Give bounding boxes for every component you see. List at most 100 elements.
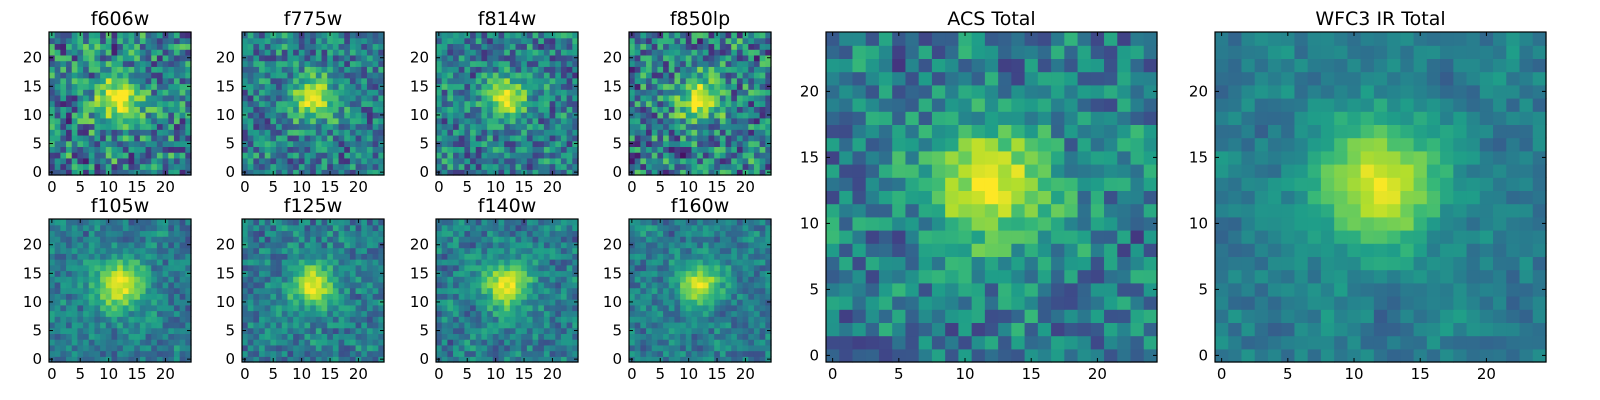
heatmap-cell <box>481 140 488 147</box>
heatmap-cell <box>338 72 345 79</box>
heatmap-cell <box>338 157 345 165</box>
heatmap-cell <box>315 241 323 249</box>
heatmap-cell <box>310 66 317 73</box>
heatmap-cell <box>748 106 755 113</box>
heatmap-cell <box>731 37 738 45</box>
heatmap-cell <box>560 219 568 226</box>
heatmap-cell <box>122 77 130 85</box>
heatmap-cell <box>366 43 374 50</box>
heatmap-cell <box>372 43 379 50</box>
heatmap-cell <box>259 316 266 323</box>
heatmap-cell <box>327 60 334 67</box>
heatmap-cell <box>287 134 294 142</box>
heatmap-cell <box>651 129 658 136</box>
heatmap-cell <box>498 350 505 357</box>
heatmap-cell <box>310 77 317 85</box>
heatmap-cell <box>310 134 317 142</box>
heatmap-cell <box>753 140 761 147</box>
heatmap-cell <box>731 299 738 306</box>
heatmap-cell <box>247 350 254 357</box>
heatmap-cell <box>60 43 67 50</box>
heatmap-cell <box>629 321 636 329</box>
heatmap-cell <box>441 259 448 266</box>
heatmap-cell <box>293 32 300 39</box>
heatmap-cell <box>179 327 186 334</box>
heatmap-cell <box>532 219 539 226</box>
heatmap-cell <box>117 339 124 346</box>
heatmap-cell <box>719 94 727 102</box>
heatmap-cell <box>105 112 113 119</box>
heatmap-cell <box>264 54 271 62</box>
heatmap-cell <box>498 264 505 272</box>
heatmap-cell <box>321 163 328 170</box>
heatmap-cell <box>549 54 556 62</box>
heatmap-cell <box>470 77 477 85</box>
heatmap-cell <box>498 339 505 346</box>
heatmap-cell <box>532 54 539 62</box>
heatmap-cell <box>492 89 500 96</box>
heatmap-cell <box>332 100 340 107</box>
heatmap-cell <box>470 100 477 107</box>
heatmap-cell <box>332 350 340 357</box>
heatmap-cell <box>702 169 710 176</box>
heatmap-cell <box>736 117 744 125</box>
heatmap-cell <box>441 264 448 272</box>
heatmap-cell <box>378 276 385 283</box>
heatmap-cell <box>498 117 505 125</box>
heatmap-cell <box>128 123 135 130</box>
heatmap-cell <box>719 270 727 277</box>
heatmap-cell <box>759 299 766 306</box>
heatmap-cell <box>549 140 556 147</box>
heatmap-cell <box>663 83 670 90</box>
heatmap-cell <box>100 333 107 340</box>
heatmap-cell <box>151 134 158 142</box>
heatmap-cell <box>753 66 761 73</box>
heatmap-cell <box>504 152 511 159</box>
heatmap-cell <box>349 219 357 226</box>
heatmap-cell <box>173 219 181 226</box>
heatmap-cell <box>509 270 517 277</box>
heatmap-cell <box>680 310 687 317</box>
heatmap-cell <box>332 333 340 340</box>
heatmap-cell <box>94 287 101 294</box>
heatmap-cell <box>447 304 454 312</box>
heatmap-cell <box>173 106 181 113</box>
heatmap-cell <box>487 77 494 85</box>
heatmap-cell <box>549 344 556 352</box>
heatmap-cell <box>151 327 158 334</box>
heatmap-cell <box>366 219 374 226</box>
heatmap-cell <box>156 100 164 107</box>
heatmap-cell <box>185 106 192 113</box>
heatmap-cell <box>94 106 101 113</box>
heatmap-cell <box>378 152 385 159</box>
heatmap-cell <box>332 54 340 62</box>
heatmap-cell <box>139 236 147 243</box>
heatmap-cell <box>366 350 374 357</box>
heatmap-cell <box>475 43 483 50</box>
heatmap-cell <box>293 281 300 289</box>
heatmap-cell <box>680 117 687 125</box>
heatmap-cell <box>60 49 67 56</box>
heatmap-cell <box>453 316 460 323</box>
heatmap-cell <box>504 310 511 317</box>
heatmap-cell <box>276 89 283 96</box>
heatmap-cell <box>634 117 641 125</box>
heatmap-cell <box>94 310 101 317</box>
heatmap-cell <box>441 106 448 113</box>
heatmap-cell <box>105 117 113 125</box>
heatmap-cell <box>731 281 738 289</box>
heatmap-cell <box>526 356 534 363</box>
heatmap-cell <box>139 72 147 79</box>
heatmap-cell <box>719 32 727 39</box>
heatmap-cell <box>327 72 334 79</box>
heatmap-cell <box>674 37 681 45</box>
heatmap-cell <box>492 140 500 147</box>
heatmap-cell <box>475 152 483 159</box>
heatmap-cell <box>640 54 647 62</box>
heatmap-cell <box>714 339 721 346</box>
heatmap-cell <box>753 350 761 357</box>
heatmap-cell <box>310 152 317 159</box>
heatmap-cell <box>128 339 135 346</box>
heatmap-cell <box>315 281 323 289</box>
heatmap-cell <box>259 43 266 50</box>
